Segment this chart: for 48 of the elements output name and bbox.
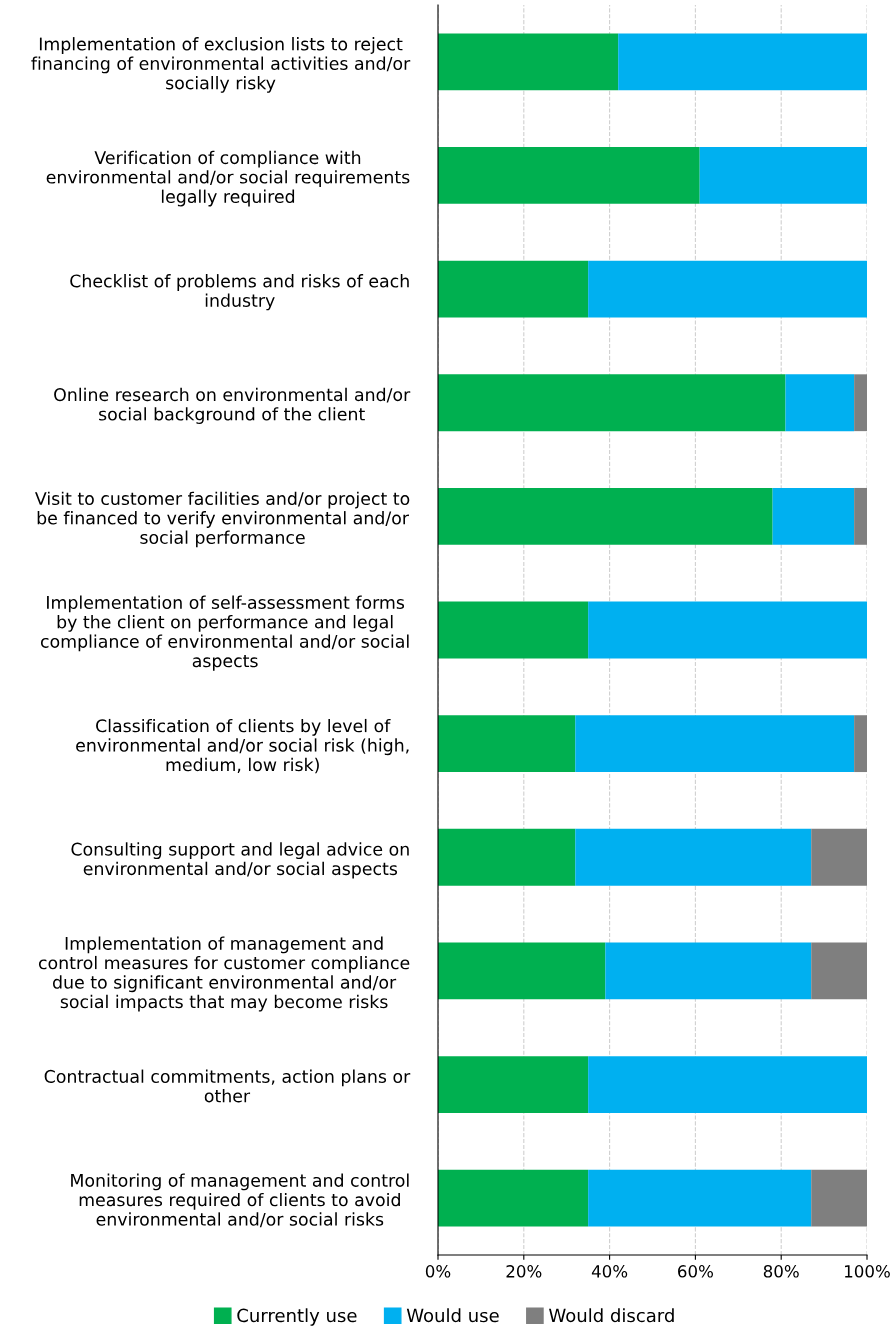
legend-label: Would use	[406, 1308, 499, 1323]
bar	[438, 33, 619, 91]
bar	[575, 715, 855, 773]
y-tick-label: Contractual commitments, action plans or other	[44, 1069, 411, 1103]
x-tick-label: 40%	[591, 1265, 628, 1278]
bar	[699, 147, 867, 204]
x-tick-label: 80%	[763, 1265, 799, 1278]
bar	[785, 374, 855, 432]
bar	[438, 828, 576, 886]
y-tick-label: Visit to customer facilities and/or project to be financed to verify environmental and/or social performance	[35, 491, 410, 548]
bar	[605, 942, 812, 1000]
bar	[588, 260, 867, 318]
y-tick-label: Classification of clients by level of environmental and/or social risk (high, medium, low risk)	[76, 718, 409, 774]
y-tick-label: Implementation of exclusion lists to reject financing of environmental activities and/or socially risky	[31, 37, 411, 93]
bar	[575, 828, 812, 886]
bar	[438, 715, 576, 773]
x-tick-label: 20%	[506, 1265, 542, 1278]
bar	[438, 1056, 589, 1113]
y-tick-label: Implementation of self-assessment forms by the client on performance and legal compliance of environmental and/or social aspects	[40, 595, 409, 671]
bar	[438, 147, 700, 204]
y-tick-label: Online research on environmental and/or social background of the client	[54, 387, 411, 424]
bar	[588, 601, 867, 659]
bar	[588, 1056, 867, 1113]
x-tick-label: 0%	[425, 1265, 451, 1278]
bar	[438, 374, 786, 432]
bar	[438, 601, 589, 659]
x-tick-label: 100%	[845, 1265, 890, 1278]
bar	[854, 715, 867, 773]
y-tick-label: Implementation of management and control measures for customer compliance due to significant environmental and/or social impacts that may become risks	[38, 936, 410, 1012]
bar	[438, 260, 589, 318]
bar	[588, 1169, 812, 1227]
bar	[438, 942, 606, 1000]
bar	[811, 1169, 867, 1227]
bar	[772, 487, 855, 545]
bar	[811, 942, 867, 1000]
x-tick-label: 60%	[678, 1265, 713, 1278]
y-tick-label: Verification of compliance with environmental and/or social requirements legally required	[46, 150, 410, 207]
y-tick-label: Checklist of problems and risks of each industry	[70, 274, 409, 311]
bar	[854, 487, 867, 545]
bar	[618, 33, 867, 91]
legend-label: Would discard	[549, 1308, 674, 1323]
y-tick-label: Consulting support and legal advice on environmental and/or social aspects	[71, 842, 409, 879]
bar	[438, 1169, 589, 1227]
bar	[854, 374, 867, 432]
y-tick-label: Monitoring of management and control measures required of clients to avoid environmental and/or social risks	[71, 1173, 409, 1228]
legend-label: Currently use	[237, 1308, 357, 1326]
bar	[811, 828, 867, 886]
bar	[438, 487, 773, 545]
